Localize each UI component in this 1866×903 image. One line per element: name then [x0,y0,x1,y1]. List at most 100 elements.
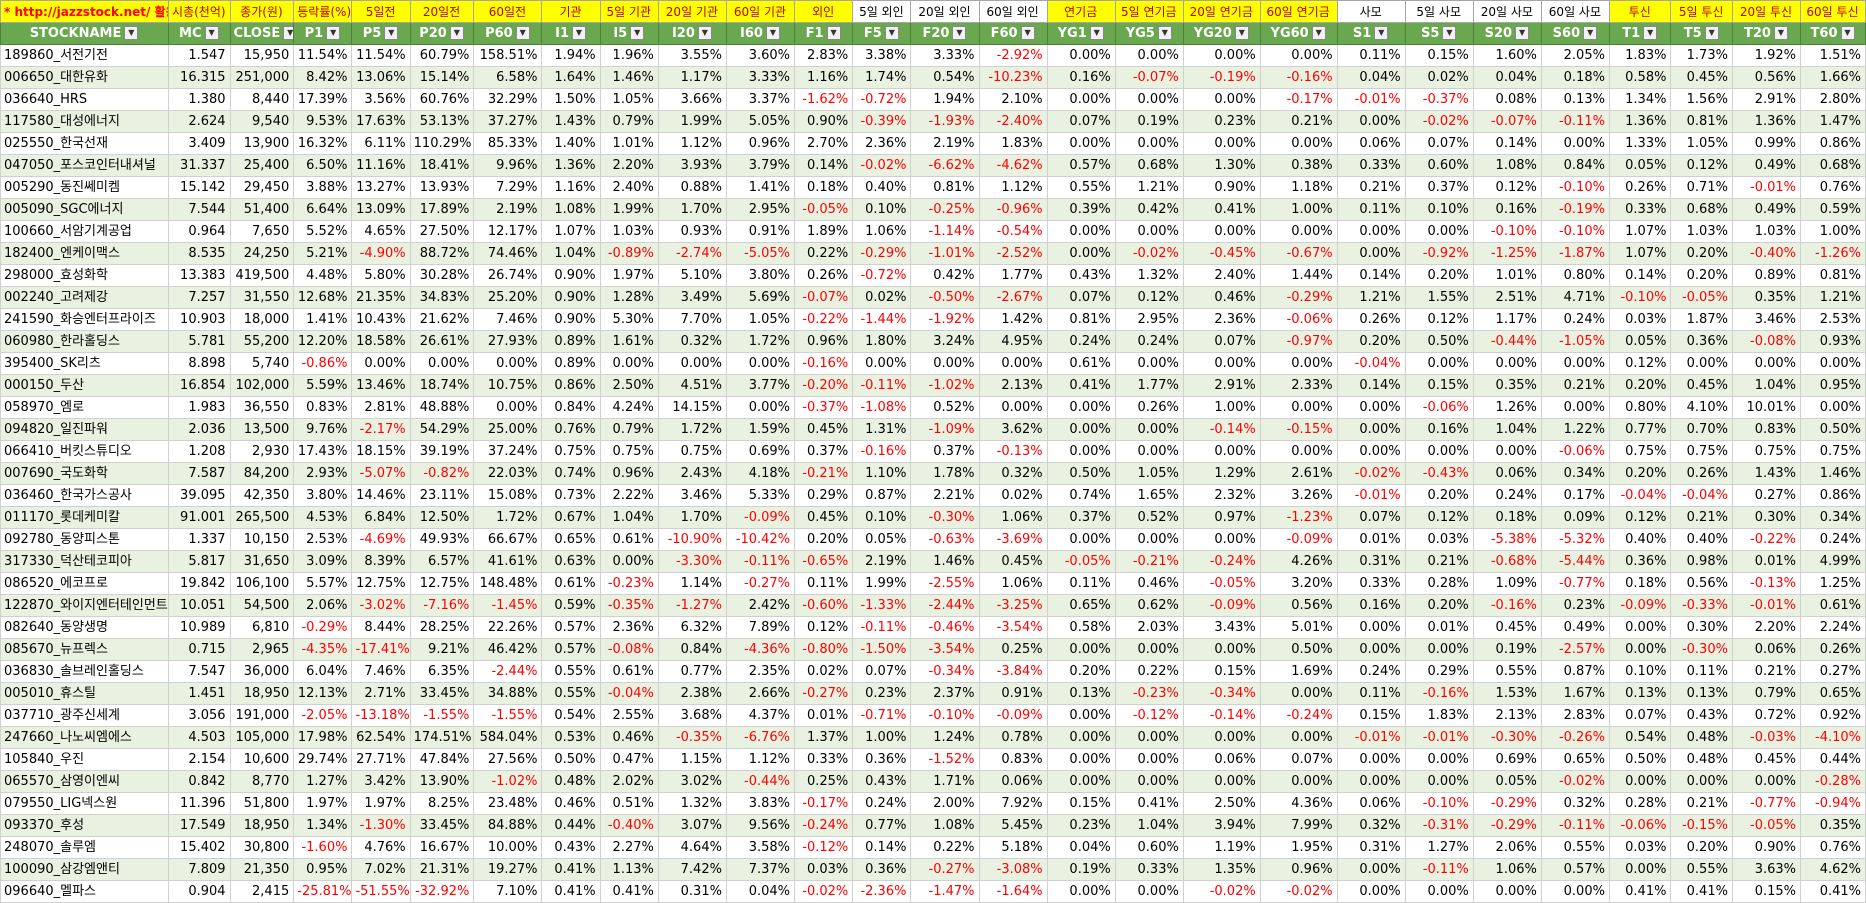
cell-p20[interactable]: -0.82% [409,462,475,485]
cell-f60[interactable]: 5.18% [978,836,1048,859]
cell-i20[interactable]: 1.17% [657,66,727,89]
cell-i5[interactable]: 2.55% [599,704,659,727]
cell-t60[interactable]: 4.62% [1800,858,1866,881]
cell-close[interactable]: 10,600 [229,748,295,771]
cell-i5[interactable]: -0.35% [599,594,659,617]
cell-i60[interactable]: 3.37% [725,88,796,111]
cell-s1[interactable]: 0.00% [1336,858,1406,881]
table-row[interactable]: 007690_국도화학 7.587 84,200 2.93% -5.07% -0.82% 2… [0,462,1866,485]
table-row[interactable]: 182400_엔케이맥스 8.535 24,250 5.21% -4.90% 88.72%… [0,242,1866,265]
table-row[interactable]: 006650_대한유화 16.315 251,000 8.42% 13.06% 15.14… [0,66,1866,89]
stock-name-cell[interactable]: 093370_후성 [0,814,170,837]
cell-t1[interactable]: 0.26% [1608,176,1672,199]
cell-f20[interactable]: -0.63% [910,528,980,551]
cell-t1[interactable]: 0.77% [1608,418,1672,441]
cell-s20[interactable]: -0.30% [1472,726,1542,749]
cell-s1[interactable]: 0.00% [1336,220,1406,243]
cell-f60[interactable]: -0.54% [978,220,1048,243]
cell-t5[interactable]: 0.98% [1670,550,1733,573]
cell-s5[interactable]: 0.00% [1404,352,1474,375]
cell-s5[interactable]: 0.20% [1404,594,1474,617]
cell-f20[interactable]: 2.00% [910,792,980,815]
cell-yg20[interactable]: 0.00% [1182,220,1261,243]
stock-name-cell[interactable]: 065570_삼영이엔씨 [0,770,170,793]
cell-yg1[interactable]: 0.23% [1046,814,1116,837]
cell-s1[interactable]: 0.00% [1336,396,1406,419]
table-row[interactable]: 079550_LIG넥스원 11.396 51,800 1.97% 1.97% 8.25%… [0,792,1866,815]
stock-name-cell[interactable]: 011170_롯데케미칼 [0,506,170,529]
cell-t5[interactable]: -0.04% [1670,484,1733,507]
cell-p5[interactable]: 21.35% [351,286,411,309]
cell-f1[interactable]: 0.37% [794,440,854,463]
cell-p5[interactable]: 11.16% [351,154,411,177]
cell-t1[interactable]: 0.14% [1608,264,1672,287]
cell-t5[interactable]: 0.43% [1670,704,1733,727]
cell-f20[interactable]: 0.22% [910,836,980,859]
cell-yg5[interactable]: 1.21% [1114,176,1184,199]
cell-t5[interactable]: -0.15% [1670,814,1733,837]
cell-yg20[interactable]: 3.94% [1182,814,1261,837]
stock-name-cell[interactable]: 006650_대한유화 [0,66,170,89]
cell-i5[interactable]: 1.05% [599,88,659,111]
stock-name-cell[interactable]: 182400_엔케이맥스 [0,242,170,265]
cell-f60[interactable]: 1.06% [978,506,1048,529]
cell-t20[interactable]: 1.36% [1731,110,1802,133]
cell-t5[interactable]: 0.75% [1670,440,1733,463]
cell-f5[interactable]: -1.50% [852,638,912,661]
cell-s1[interactable]: -0.02% [1336,462,1406,485]
cell-yg20[interactable]: 2.50% [1182,792,1261,815]
cell-f5[interactable]: 0.00% [852,352,912,375]
cell-s5[interactable]: -0.01% [1404,726,1474,749]
cell-t5[interactable]: 0.13% [1670,682,1733,705]
cell-i20[interactable]: -1.27% [657,594,727,617]
filter-dropdown-icon[interactable]: ▼ [884,26,899,40]
cell-f5[interactable]: -1.33% [852,594,912,617]
cell-t1[interactable]: 0.36% [1608,550,1672,573]
cell-t5[interactable]: 0.81% [1670,110,1733,133]
cell-s1[interactable]: 0.31% [1336,836,1406,859]
cell-t20[interactable]: 2.91% [1731,88,1802,111]
cell-t20[interactable]: 0.00% [1731,770,1802,793]
cell-yg60[interactable]: 0.00% [1259,682,1338,705]
cell-s60[interactable]: -0.06% [1540,440,1610,463]
cell-i20[interactable]: 0.31% [657,880,727,903]
cell-p60[interactable]: 26.74% [473,264,543,287]
cell-yg5[interactable]: 0.26% [1114,396,1184,419]
table-row[interactable]: 094820_일진파워 2.036 13,500 9.76% -2.17% 54.29% 2… [0,418,1866,441]
cell-s1[interactable]: 0.00% [1336,440,1406,463]
cell-p20[interactable]: 23.11% [409,484,475,507]
cell-yg20[interactable]: 0.00% [1182,638,1261,661]
cell-s5[interactable]: 0.50% [1404,330,1474,353]
cell-t20[interactable]: 0.21% [1731,660,1802,683]
cell-t20[interactable]: -0.13% [1731,572,1802,595]
cell-f1[interactable]: 2.83% [794,44,854,67]
cell-i20[interactable]: 0.32% [657,330,727,353]
cell-p60[interactable]: 41.61% [473,550,543,573]
cell-s5[interactable]: 0.12% [1404,308,1474,331]
cell-yg1[interactable]: 0.07% [1046,286,1116,309]
cell-i5[interactable]: 0.51% [599,792,659,815]
cell-close[interactable]: 54,500 [229,594,295,617]
cell-p1[interactable]: 29.74% [293,748,353,771]
cell-mc[interactable]: 5.817 [168,550,231,573]
cell-s60[interactable]: -5.32% [1540,528,1610,551]
table-row[interactable]: 189860_서전기전 1.547 15,950 11.54% 11.54% 60.79%… [0,44,1866,67]
cell-i20[interactable]: -2.74% [657,242,727,265]
cell-close[interactable]: 25,400 [229,154,295,177]
cell-t5[interactable]: 1.03% [1670,220,1733,243]
cell-close[interactable]: 265,500 [229,506,295,529]
cell-i5[interactable]: 1.61% [599,330,659,353]
cell-i5[interactable]: 0.61% [599,660,659,683]
cell-s20[interactable]: 0.00% [1472,880,1542,903]
cell-t20[interactable]: 10.01% [1731,396,1802,419]
cell-t20[interactable]: -0.03% [1731,726,1802,749]
cell-i60[interactable]: -4.36% [725,638,796,661]
cell-i1[interactable]: 0.86% [541,374,601,397]
cell-s60[interactable]: -2.57% [1540,638,1610,661]
cell-close[interactable]: 8,440 [229,88,295,111]
cell-f5[interactable]: -0.72% [852,264,912,287]
cell-mc[interactable]: 7.544 [168,198,231,221]
cell-t20[interactable]: 0.75% [1731,440,1802,463]
filter-dropdown-icon[interactable]: ▼ [384,26,399,40]
cell-t5[interactable]: 1.56% [1670,88,1733,111]
